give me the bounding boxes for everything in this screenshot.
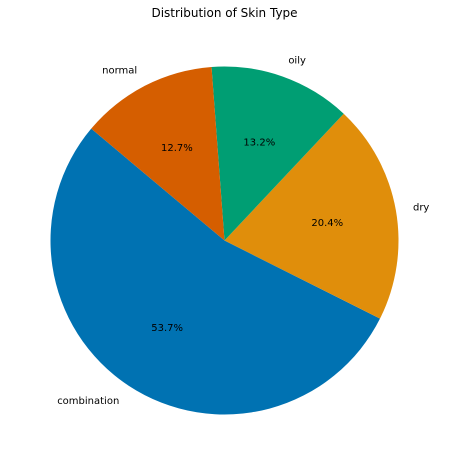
slice-label-normal: normal [102,66,137,77]
pie-slice-normal [91,66,225,241]
slice-label-combination: combination [57,396,119,407]
slice-pct-combination: 53.7% [151,323,183,334]
slice-pct-oily: 13.2% [243,138,275,149]
pie-labels: combination 53.7% dry 20.4% oily 13.2% normal 1… [57,56,429,407]
chart-title: Distribution of Skin Type [151,6,297,20]
slice-label-dry: dry [413,203,429,214]
slice-pct-normal: 12.7% [161,143,193,154]
pie-slice-oily [211,66,344,241]
pie-slices [50,66,399,415]
pie-slice-combination [50,128,380,415]
slice-pct-dry: 20.4% [311,218,343,229]
slice-label-oily: oily [288,56,306,67]
pie-slice-dry [224,113,399,319]
